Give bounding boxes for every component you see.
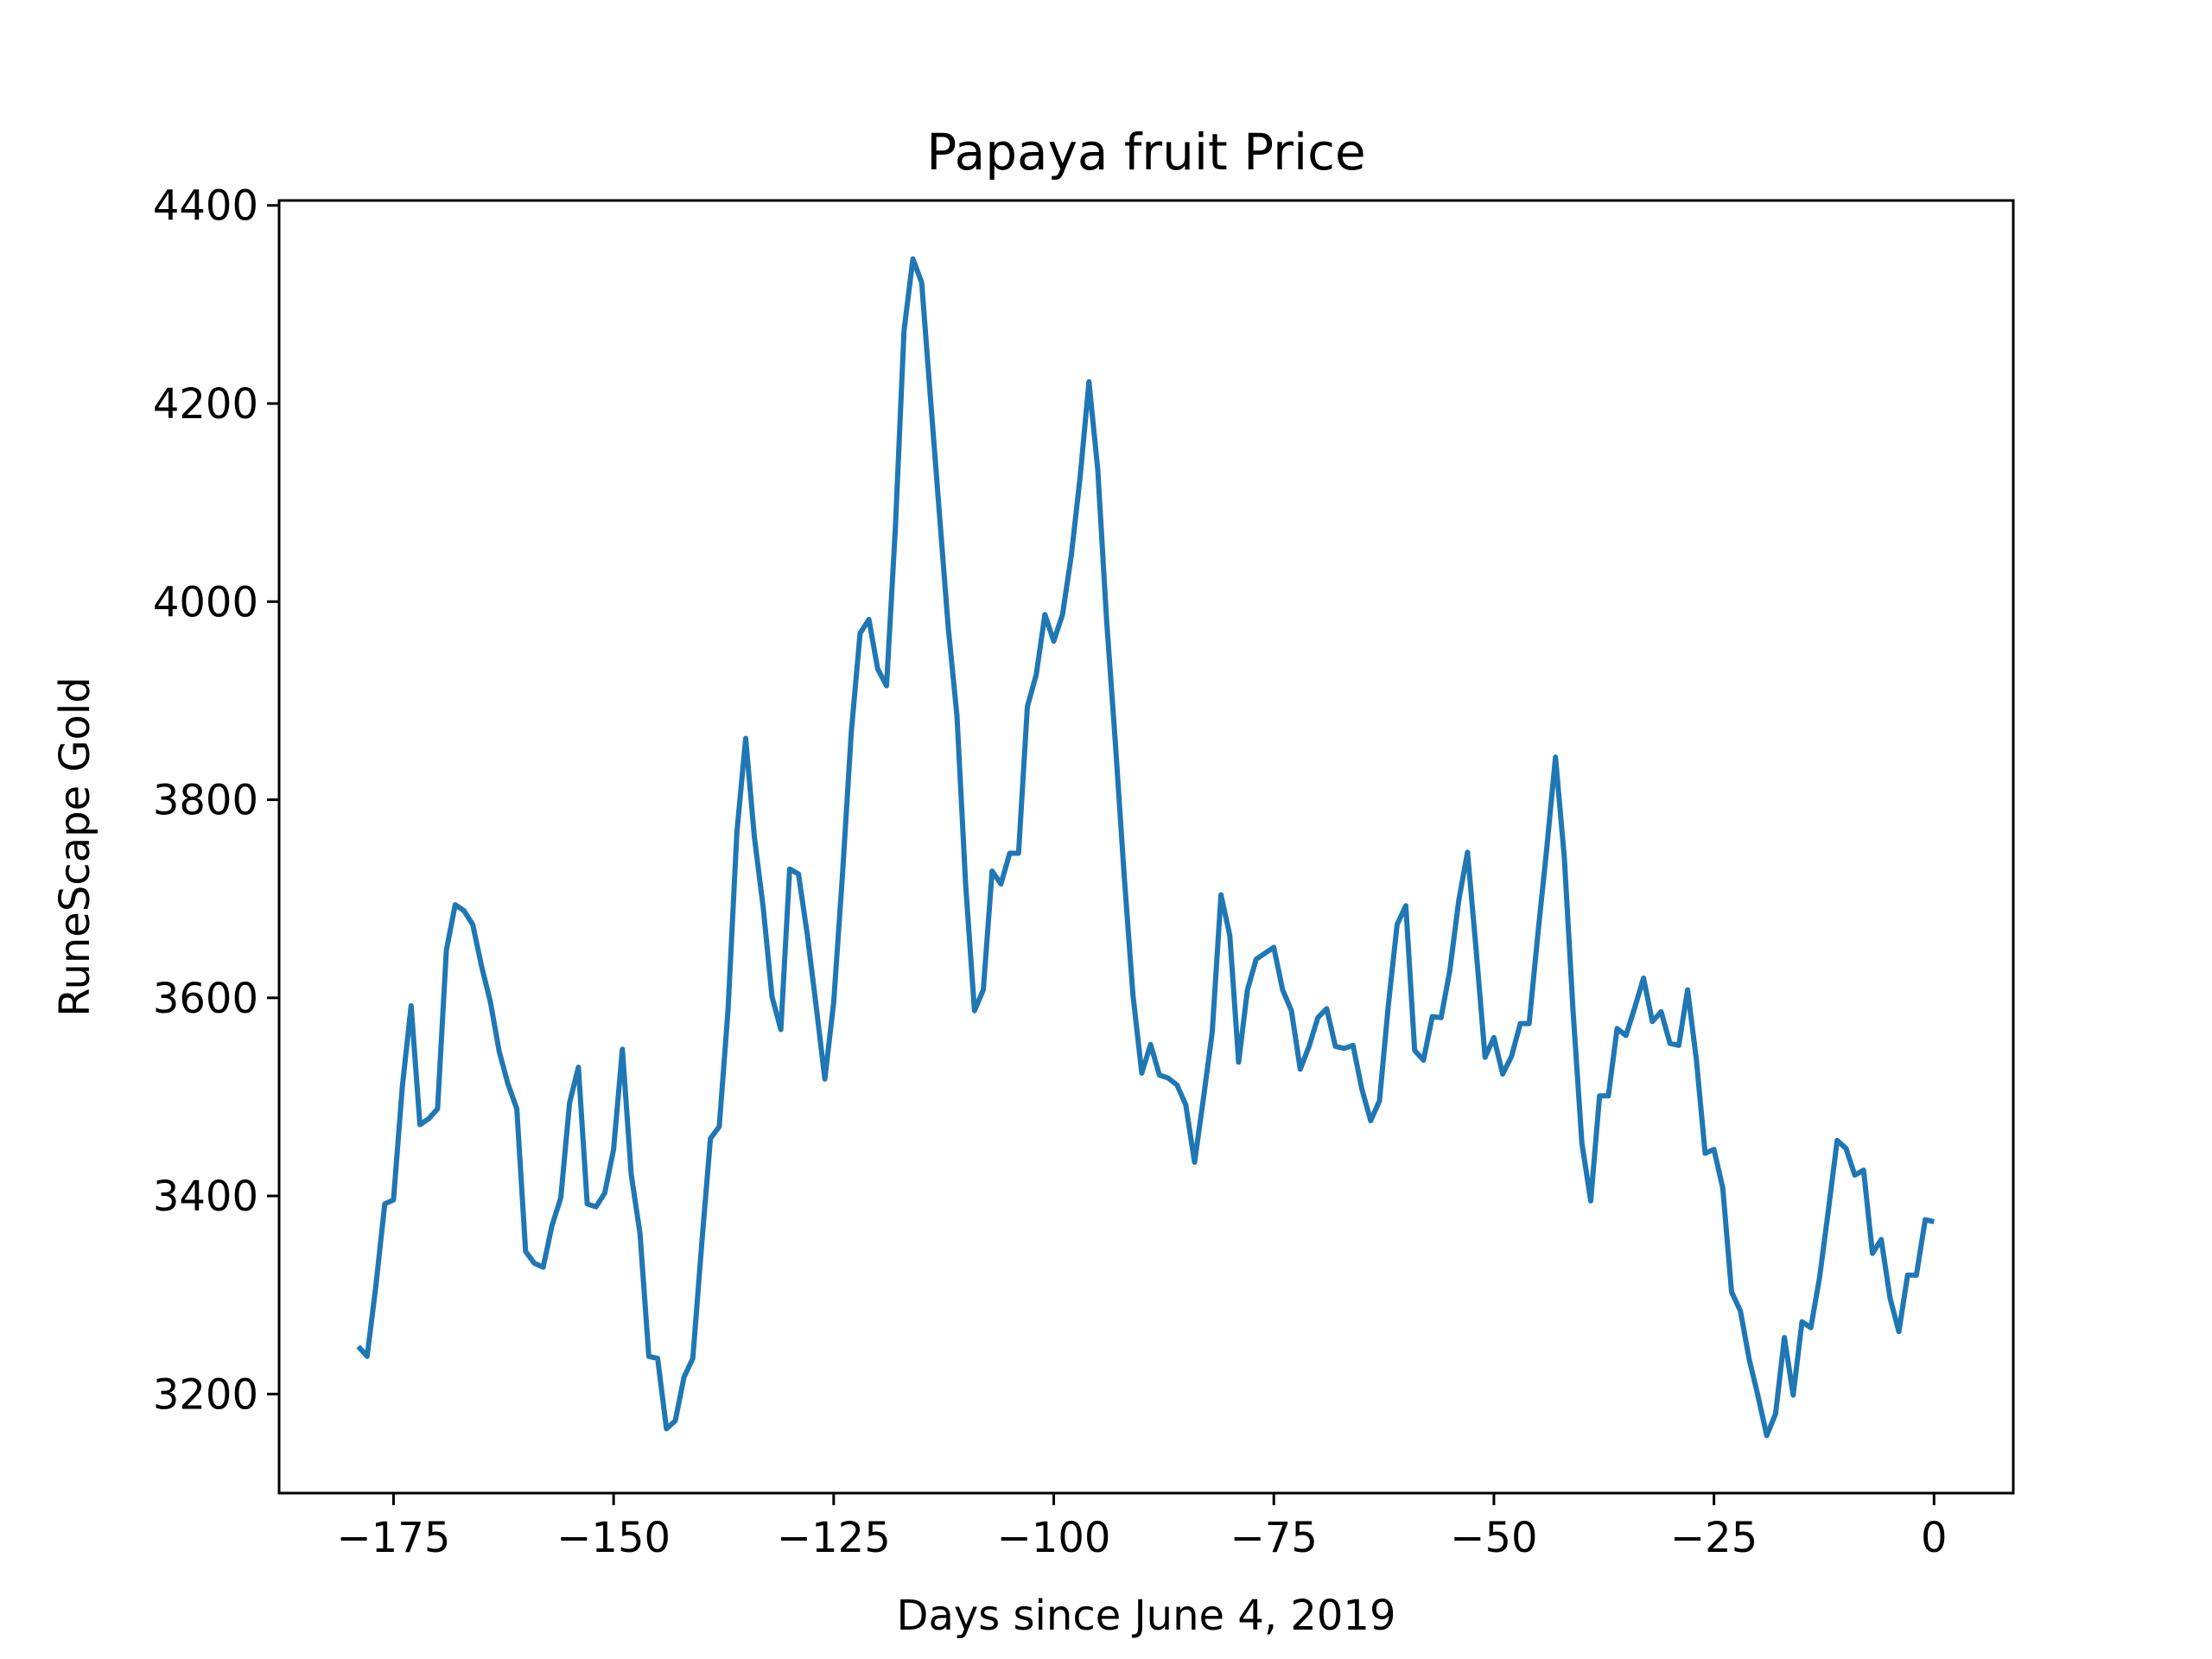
y-tick-label: 3600 (153, 975, 258, 1023)
y-tick-label: 4200 (153, 380, 258, 429)
chart-title: Papaya fruit Price (926, 123, 1365, 181)
x-tick-label: −150 (556, 1514, 671, 1562)
x-tick-label: −50 (1450, 1514, 1537, 1562)
y-tick-label: 4400 (153, 182, 258, 231)
x-axis: −175 −150 −125 −100 −75 −50 −25 0 (337, 1493, 1948, 1562)
x-tick-label: −75 (1230, 1514, 1318, 1562)
y-axis-label: RuneScape Gold (51, 677, 99, 1016)
x-tick-label: −125 (777, 1514, 891, 1562)
x-tick-label: −25 (1670, 1514, 1758, 1562)
x-axis-label: Days since June 4, 2019 (897, 1592, 1396, 1640)
x-tick-label: −175 (337, 1514, 451, 1562)
y-tick-label: 3400 (153, 1173, 258, 1221)
y-tick-label: 3200 (153, 1370, 258, 1419)
series-line-0 (356, 256, 1935, 1439)
plot-area (277, 199, 2015, 1495)
y-tick-label: 3800 (153, 777, 258, 825)
plot-frame (277, 199, 2015, 1495)
x-tick-label: 0 (1921, 1514, 1948, 1562)
y-axis: 3200 3400 3600 3800 4000 4200 4400 (153, 182, 279, 1419)
y-tick-label: 4000 (153, 578, 258, 626)
x-tick-label: −100 (997, 1514, 1111, 1562)
